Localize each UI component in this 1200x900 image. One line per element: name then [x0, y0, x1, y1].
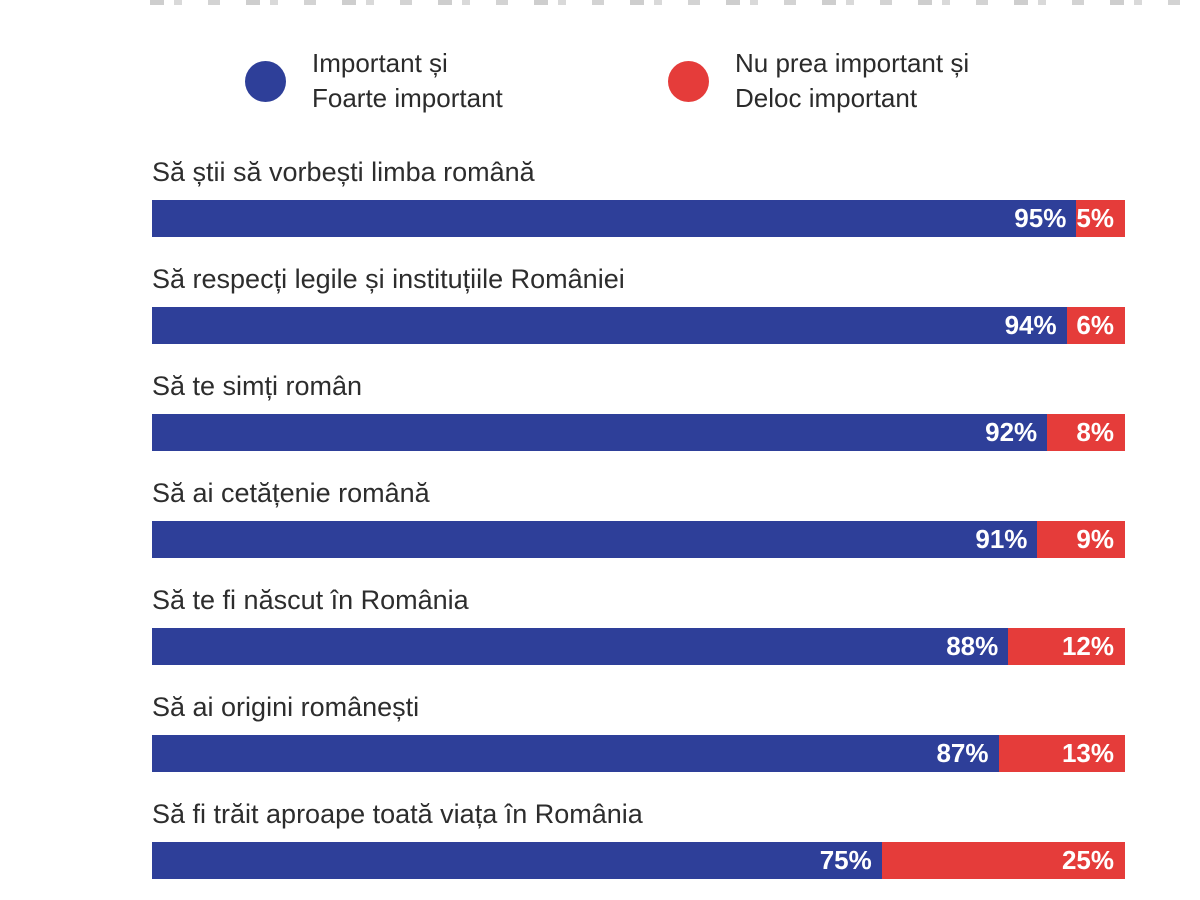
chart-row: Să ai cetățenie română 91% 9% — [152, 476, 1125, 558]
legend-label-important: Important și Foarte important — [312, 46, 503, 116]
stacked-bar: 88% 12% — [152, 628, 1125, 665]
bar-segment-important: 91% — [152, 521, 1038, 558]
chart-row: Să știi să vorbești limba română 95% 5% — [152, 155, 1125, 237]
bar-segment-important: 75% — [152, 842, 882, 879]
bar-segment-not-important: 5% — [1076, 200, 1125, 237]
bar-segment-important: 92% — [152, 414, 1048, 451]
bar-value-not-important: 13% — [1061, 738, 1114, 768]
bar-segment-important: 87% — [152, 735, 999, 772]
chart-row: Să ai origini românești 87% 13% — [152, 690, 1125, 772]
category-label: Să știi să vorbești limba română — [152, 157, 535, 187]
bar-segment-not-important: 13% — [998, 735, 1125, 772]
category-label: Să te simți român — [152, 371, 363, 401]
legend-item-not-important: Nu prea important și Deloc important — [668, 46, 969, 116]
bar-value-important: 95% — [1014, 203, 1067, 233]
legend-label-important-line1: Important și — [312, 48, 448, 78]
bar-value-not-important: 25% — [1061, 845, 1114, 875]
stacked-bar: 92% 8% — [152, 414, 1125, 451]
chart-row: Să fi trăit aproape toată viața în Român… — [152, 797, 1125, 879]
category-label: Să ai origini românești — [152, 692, 420, 722]
legend-label-not-important: Nu prea important și Deloc important — [735, 46, 969, 116]
cropped-title-remnant — [150, 0, 1198, 5]
legend-item-important: Important și Foarte important — [245, 46, 503, 116]
chart-row: Să te fi născut în România 88% 12% — [152, 583, 1125, 665]
bar-value-important: 92% — [985, 417, 1038, 447]
bar-segment-important: 94% — [152, 307, 1067, 344]
bar-segment-not-important: 25% — [881, 842, 1125, 879]
bar-value-important: 94% — [1004, 310, 1057, 340]
stacked-bar: 95% 5% — [152, 200, 1125, 237]
legend-dot-important-icon — [245, 60, 286, 102]
chart-rows: Să știi să vorbești limba română 95% 5% … — [152, 155, 1125, 900]
legend-label-important-line2: Foarte important — [312, 83, 503, 113]
bar-value-important: 91% — [975, 524, 1028, 554]
bar-segment-not-important: 8% — [1047, 414, 1125, 451]
category-label: Să ai cetățenie română — [152, 478, 430, 508]
bar-segment-important: 88% — [152, 628, 1009, 665]
bar-segment-not-important: 12% — [1008, 628, 1125, 665]
stacked-bar: 75% 25% — [152, 842, 1125, 879]
stacked-bar: 94% 6% — [152, 307, 1125, 344]
bar-segment-not-important: 9% — [1037, 521, 1125, 558]
bar-value-not-important: 6% — [1076, 310, 1114, 340]
bar-value-not-important: 8% — [1076, 417, 1114, 447]
stacked-bar: 87% 13% — [152, 735, 1125, 772]
legend-dot-not-important-icon — [668, 60, 709, 102]
bar-value-important: 87% — [936, 738, 989, 768]
bar-segment-important: 95% — [152, 200, 1077, 237]
bar-value-important: 75% — [819, 845, 872, 875]
category-label: Să te fi născut în România — [152, 585, 469, 615]
bar-value-not-important: 5% — [1076, 203, 1114, 233]
legend-label-not-important-line2: Deloc important — [735, 83, 918, 113]
stacked-bar: 91% 9% — [152, 521, 1125, 558]
category-label: Să fi trăit aproape toată viața în Român… — [152, 799, 643, 829]
bar-value-important: 88% — [946, 631, 999, 661]
category-label: Să respecți legile și instituțiile Român… — [152, 264, 625, 294]
legend-label-not-important-line1: Nu prea important și — [735, 48, 970, 78]
chart-row: Să te simți român 92% 8% — [152, 369, 1125, 451]
bar-value-not-important: 12% — [1061, 631, 1114, 661]
bar-segment-not-important: 6% — [1066, 307, 1125, 344]
bar-value-not-important: 9% — [1076, 524, 1114, 554]
chart-row: Să respecți legile și instituțiile Român… — [152, 262, 1125, 344]
